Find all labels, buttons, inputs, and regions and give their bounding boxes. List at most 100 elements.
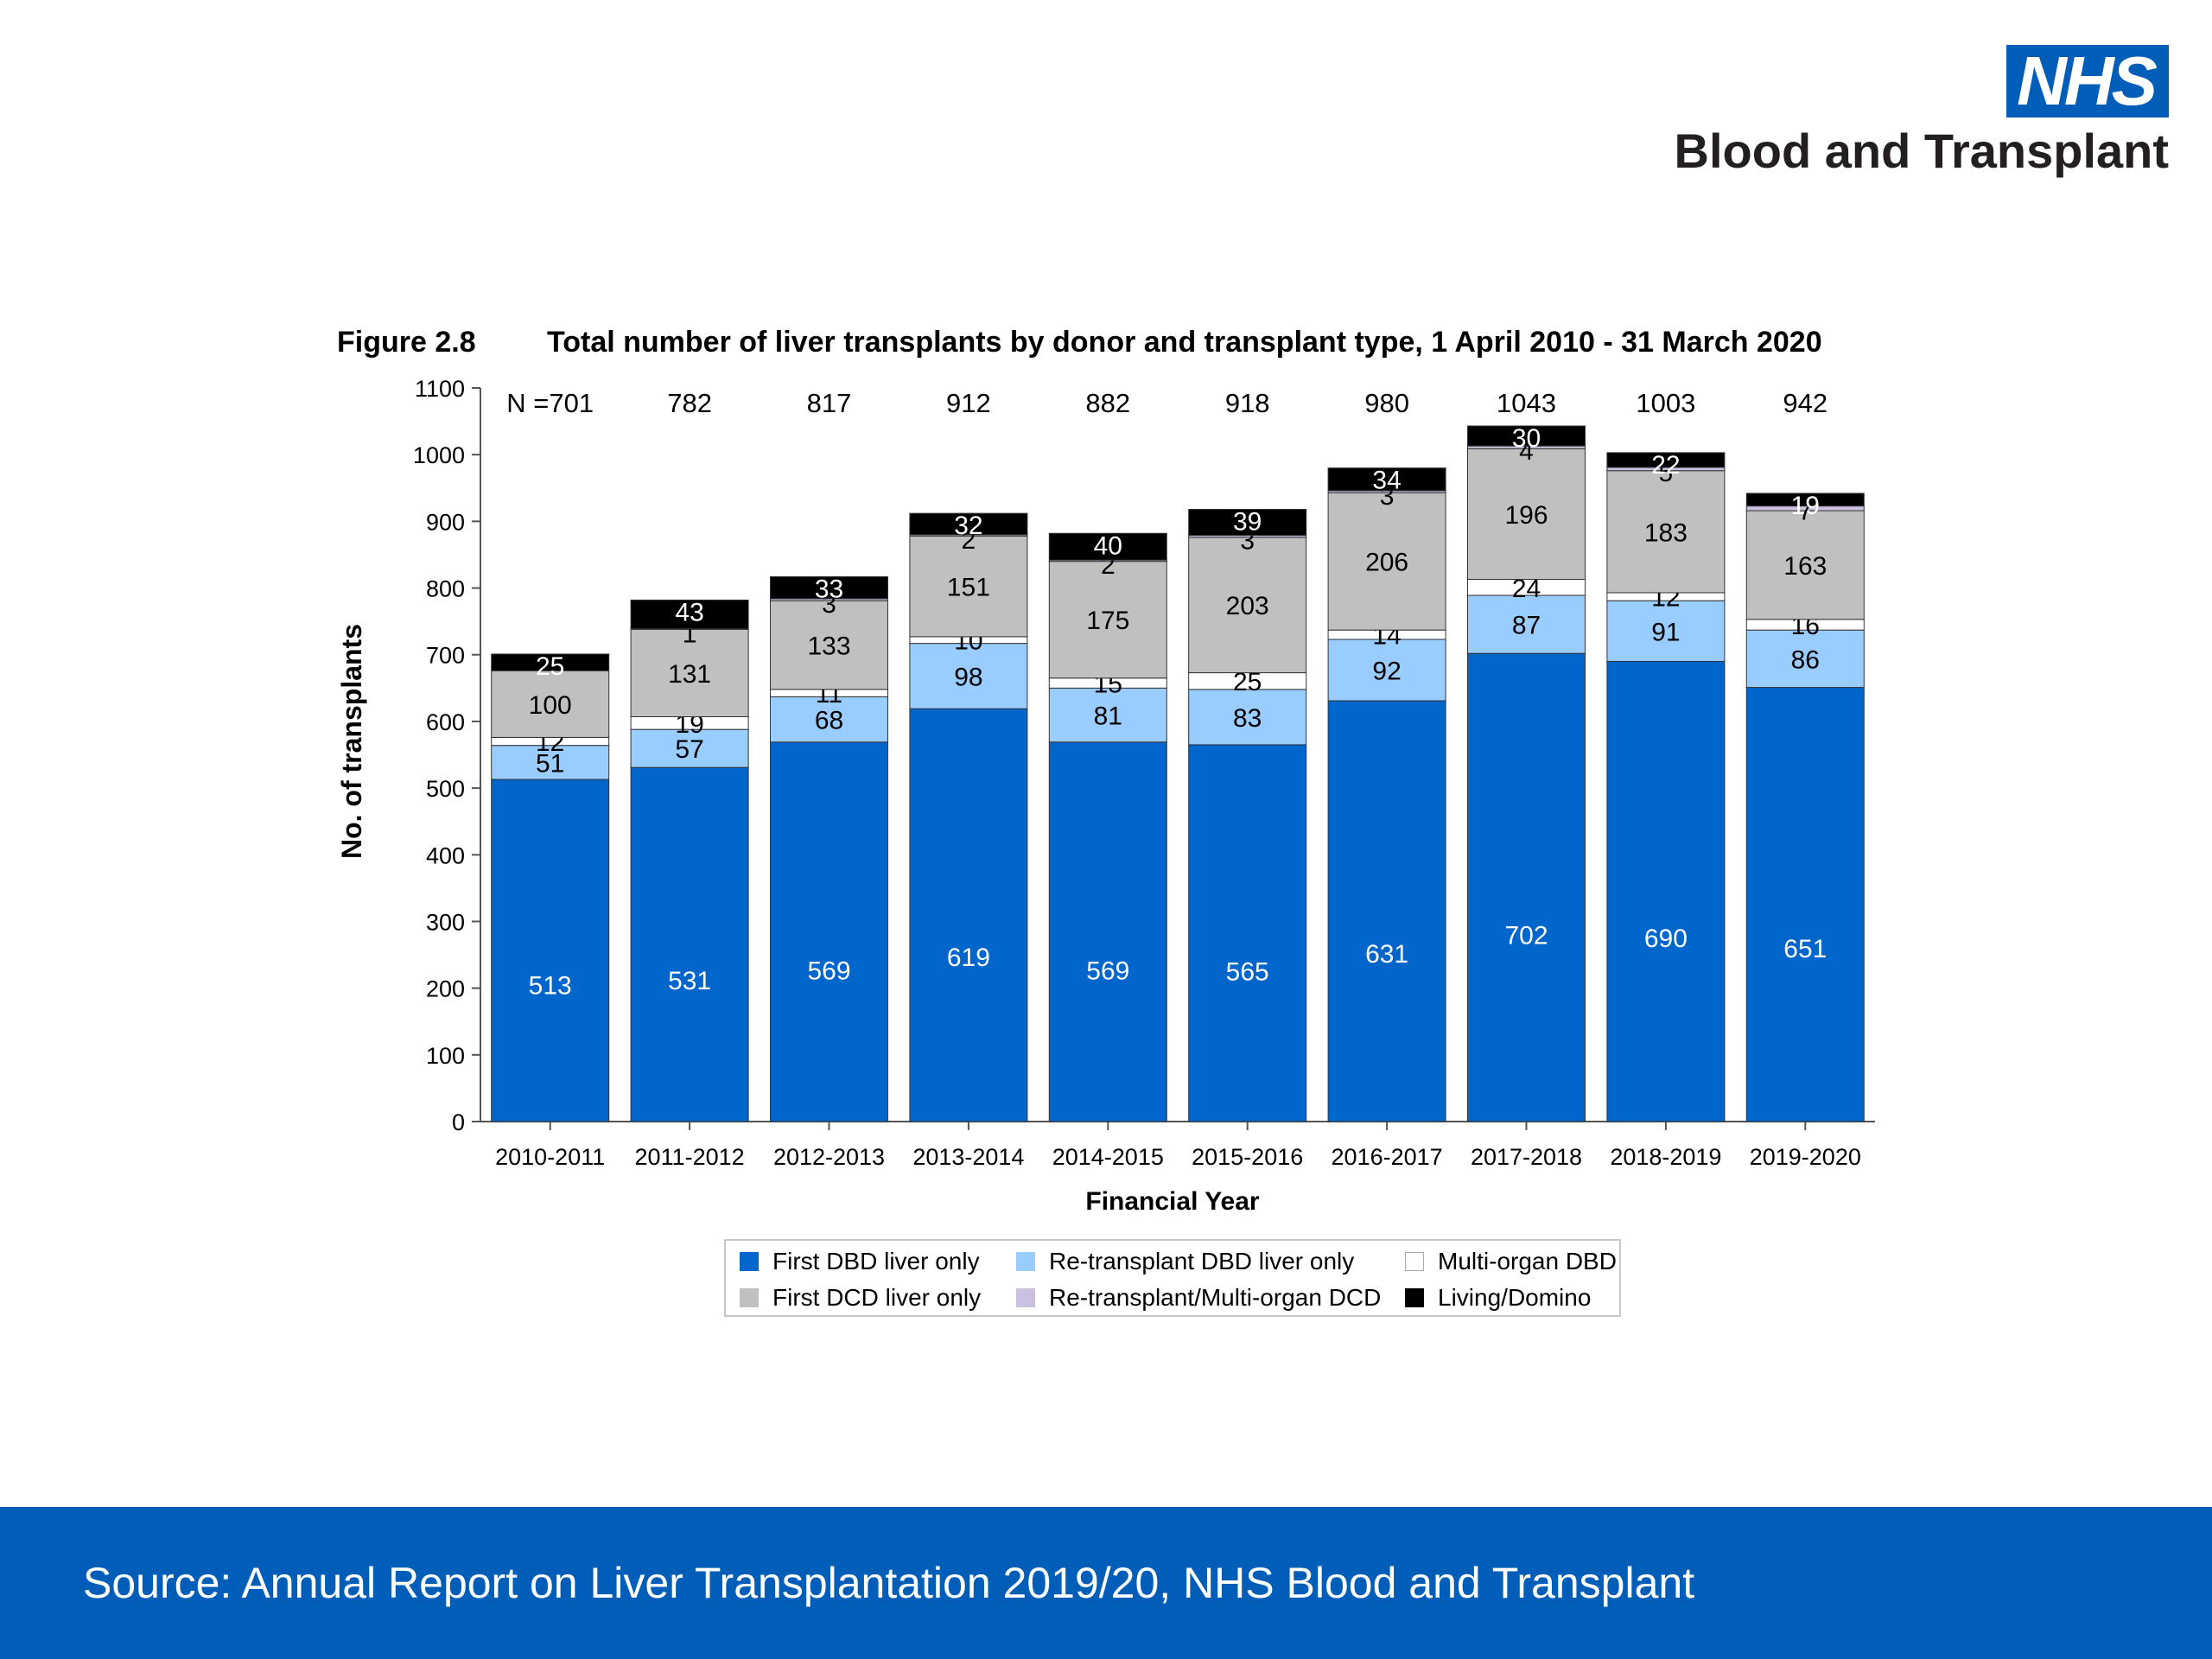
legend-swatch [1016, 1288, 1035, 1307]
data-label: 91 [1651, 618, 1680, 646]
y-tick-label: 300 [426, 909, 465, 935]
bar-segment [1188, 508, 1307, 537]
organisation-name: Blood and Transplant [1674, 124, 2169, 178]
y-tick-label: 100 [426, 1043, 465, 1069]
plot-area: 0 100 200 300 400 500 600 700 800 900 1000 1100 2010… [413, 376, 1875, 1170]
source-note: Source: Annual Report on Liver Transplan… [83, 1559, 1695, 1607]
legend-item: Multi-organ DBD [1405, 1243, 1630, 1280]
x-tick-label: 2017-2018 [1471, 1144, 1582, 1170]
y-tick-label: 700 [426, 643, 465, 669]
bar-segment [1467, 425, 1586, 447]
total-label: 918 [1225, 388, 1270, 418]
bar-segment [630, 728, 749, 768]
bar-segment [1188, 689, 1307, 746]
bar-segment [770, 696, 888, 743]
bar-segment [1188, 744, 1307, 1122]
bar-segment [491, 653, 610, 671]
data-label: 92 [1372, 657, 1401, 685]
y-tick-label: 1000 [413, 442, 465, 468]
x-tick-label: 2016-2017 [1332, 1144, 1443, 1170]
data-label: 51 [536, 749, 564, 778]
y-tick-label: 200 [426, 976, 465, 1002]
chart-svg: Figure 2.8 Total number of liver transpl… [336, 326, 1875, 1216]
data-label: 57 [675, 735, 703, 764]
data-label: 690 [1644, 925, 1688, 953]
data-label: 569 [807, 957, 850, 985]
data-label: 68 [815, 707, 843, 735]
bar-segment [1048, 561, 1167, 679]
bar-segment [630, 628, 749, 718]
data-label: 206 [1365, 549, 1408, 577]
bar-segment [1327, 700, 1446, 1122]
data-label: 22 [1651, 451, 1680, 480]
x-tick-label: 2012-2013 [773, 1144, 885, 1170]
data-label: 569 [1086, 957, 1129, 985]
x-tick-label: 2014-2015 [1052, 1144, 1164, 1170]
chart-title-group: Figure 2.8 Total number of liver transpl… [337, 326, 1822, 359]
data-label: 513 [529, 972, 572, 1001]
data-label: 86 [1791, 645, 1820, 674]
legend-item: Re-transplant DBD liver only [1016, 1243, 1405, 1280]
data-label: 32 [954, 512, 982, 540]
legend-label: First DCD liver only [772, 1284, 982, 1311]
bar-segment [491, 745, 610, 780]
data-label: 19 [1791, 492, 1820, 520]
data-label: 531 [668, 967, 711, 995]
data-label: 34 [1372, 467, 1401, 495]
total-label: N =701 [506, 388, 594, 418]
legend-swatch [1405, 1288, 1424, 1307]
bar-segment [770, 575, 888, 600]
chart-legend: First DBD liver only Re-transplant DBD li… [724, 1239, 1621, 1317]
nhs-logo-box: NHS [2006, 45, 2169, 118]
bar-segment [491, 779, 610, 1122]
legend-label: First DBD liver only [772, 1248, 980, 1274]
y-tick-label: 800 [426, 576, 465, 602]
legend-swatch [1405, 1252, 1424, 1271]
bar-segment [1048, 687, 1167, 743]
x-tick-label: 2011-2012 [635, 1144, 745, 1170]
data-label: 619 [947, 944, 990, 972]
legend-item: Living/Domino [1405, 1280, 1630, 1316]
bar-segment [909, 643, 1028, 709]
data-label: 98 [954, 663, 982, 691]
data-label: 565 [1226, 958, 1269, 987]
data-label: 151 [947, 574, 990, 602]
total-label: 1003 [1636, 388, 1695, 418]
x-tick-label: 2018-2019 [1610, 1144, 1721, 1170]
data-label: 33 [815, 575, 843, 603]
x-tick-label: 2013-2014 [912, 1144, 1024, 1170]
legend-swatch [1016, 1252, 1035, 1271]
data-label: 183 [1644, 518, 1688, 547]
bar-segment [1606, 452, 1726, 468]
data-label: 81 [1094, 702, 1122, 731]
bar-segment [1745, 510, 1865, 620]
bar-segment [491, 670, 610, 738]
chart-title: Total number of liver transplants by don… [547, 326, 1822, 359]
bar-segment [770, 600, 888, 690]
bar-segment [909, 708, 1028, 1122]
data-label: 203 [1226, 592, 1269, 620]
y-tick-label: 1100 [415, 376, 465, 402]
legend-item: Re-transplant/Multi-organ DCD [1016, 1280, 1405, 1316]
x-axis-title: Financial Year [1085, 1187, 1260, 1216]
data-label: 30 [1512, 424, 1541, 453]
legend-label: Living/Domino [1438, 1284, 1592, 1311]
bar-segment [1606, 600, 1726, 662]
bar-segment [1467, 594, 1586, 654]
nhsbt-logo: NHS Blood and Transplant [1675, 45, 2169, 179]
bar-segment [1048, 532, 1167, 561]
bar-segment [1467, 448, 1586, 581]
legend-item: First DBD liver only [740, 1243, 1016, 1280]
bar-segment [1327, 467, 1446, 492]
data-label: 131 [668, 660, 711, 689]
legend-item: First DCD liver only [740, 1280, 1016, 1316]
total-label: 817 [807, 388, 852, 418]
data-label: 100 [529, 691, 572, 720]
y-axis-title: No. of transplants [336, 624, 367, 859]
y-tick-label: 400 [426, 842, 465, 868]
data-label: 43 [675, 598, 703, 626]
x-tick-label: 2015-2016 [1192, 1144, 1303, 1170]
x-tick-label: 2010-2011 [495, 1144, 605, 1170]
data-label: 651 [1783, 935, 1827, 963]
data-label: 163 [1783, 552, 1827, 581]
